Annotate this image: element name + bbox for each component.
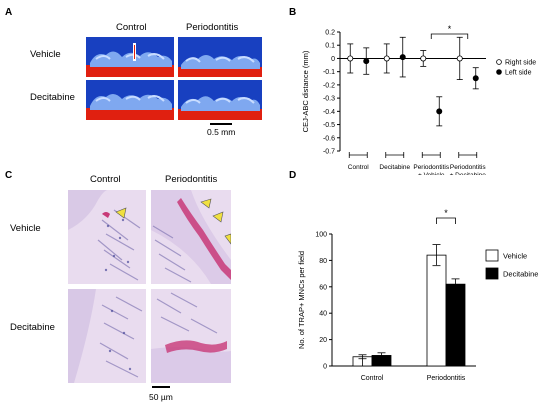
chart-d-y-tick-label: 0	[323, 364, 327, 371]
chart-b-y-tick-label: 0.1	[325, 43, 335, 50]
chart-d-legend-swatch	[485, 267, 499, 280]
panel-a-row-label-decitabine: Decitabine	[30, 92, 75, 103]
panel-c-scale-bar	[152, 386, 170, 388]
chart-d-legend-label: Decitabine	[503, 270, 538, 279]
chart-d-bar	[445, 283, 466, 367]
chart-b-point	[420, 55, 427, 62]
chart-b-y-tick-label: -0.5	[323, 122, 335, 129]
ct-image-control-vehicle	[86, 37, 174, 77]
chart-b-y-tick-label: 0.2	[325, 30, 335, 37]
panel-c-scale-label: 50 µm	[149, 392, 173, 402]
chart-b-significance-bracket	[430, 33, 469, 39]
chart-b-y-tick-label: -0.6	[323, 135, 335, 142]
chart-b-point	[472, 75, 479, 82]
panel-a-letter: A	[5, 7, 13, 18]
histology-control-vehicle	[68, 190, 146, 284]
chart-b-point	[456, 55, 463, 62]
chart-d-y-tick-label: 100	[315, 232, 327, 239]
panel-a-col-label-control: Control	[116, 22, 147, 33]
panel-a-scale-bar	[210, 123, 232, 125]
chart-b-y-tick-label: -0.7	[323, 149, 335, 156]
panel-c-row-label-decitabine: Decitabine	[10, 322, 55, 333]
chart-d-legend-label: Vehicle	[503, 252, 527, 261]
panel-c-row-label-vehicle: Vehicle	[10, 223, 41, 234]
chart-b-y-label: CEJ-ABC distance (mm)	[301, 50, 310, 132]
chart-b-y-tick-label: -0.3	[323, 96, 335, 103]
chart-d-y-tick-label: 60	[319, 284, 327, 291]
chart-b-legend-marker	[496, 59, 502, 65]
panel-c-col-label-control: Control	[90, 174, 121, 185]
chart-d-legend-swatch	[485, 249, 499, 262]
chart-d-category-label: Control	[361, 375, 384, 380]
chart-d-y-tick-label: 80	[319, 258, 327, 265]
ct-image-periodontitis-vehicle	[178, 37, 262, 77]
chart-d-significance-mark: *	[444, 208, 448, 218]
chart-b-category-label: Decitabine	[379, 164, 410, 171]
panel-c-col-label-periodontitis: Periodontitis	[165, 174, 218, 185]
chart-d-bar	[371, 355, 392, 367]
chart-b-legend-label: Left side	[505, 70, 532, 77]
panel-a-col-label-periodontitis: Periodontitis	[186, 22, 239, 33]
chart-b-point	[347, 55, 354, 62]
chart-b-point	[363, 58, 370, 65]
panel-c-letter: C	[5, 170, 13, 181]
chart-b-y-tick-label: -0.4	[323, 109, 335, 116]
chart-b-category-label: Periodontitis+ Decitabine	[450, 164, 487, 175]
ct-image-periodontitis-decitabine	[178, 80, 262, 120]
chart-b-category-label: Periodontitis+ Vehicle	[413, 164, 450, 175]
chart-b: 0.2 0.1 0 -0.1 -0.2 -0.3 -0.4 -0.5 -0.6 -0.7 CEJ-A…	[301, 24, 536, 175]
histology-control-decitabine	[68, 289, 146, 383]
chart-b-point	[436, 108, 443, 115]
chart-d-category-label: Periodontitis	[427, 375, 466, 380]
chart-b-category-label: Control	[348, 164, 370, 171]
chart-b-point	[399, 54, 406, 61]
chart-d-significance-bracket	[436, 217, 456, 224]
chart-d: 0 20 40 60 80 100 No. of TRAP+ MNCs per field C…	[297, 208, 538, 380]
chart-d-y-tick-label: 20	[319, 337, 327, 344]
chart-b-y-tick-label: -0.1	[323, 69, 335, 76]
chart-b-significance-mark: *	[448, 24, 452, 34]
chart-b-y-tick-label: 0	[331, 56, 335, 63]
histology-periodontitis-vehicle	[151, 190, 231, 284]
chart-b-legend-label: Right side	[505, 60, 536, 67]
ct-image-control-decitabine	[86, 80, 174, 120]
histology-periodontitis-decitabine	[151, 289, 231, 383]
panel-a-scale-label: 0.5 mm	[207, 127, 236, 137]
panel-d-letter: D	[289, 170, 297, 181]
chart-d-y-tick-label: 40	[319, 311, 327, 318]
chart-b-y-tick-label: -0.2	[323, 82, 335, 89]
panel-b-letter: B	[289, 7, 297, 18]
chart-d-y-label: No. of TRAP+ MNCs per field	[297, 251, 306, 349]
panel-a-row-label-vehicle: Vehicle	[30, 49, 61, 60]
chart-d-bar	[426, 254, 447, 367]
chart-b-legend-marker	[496, 69, 502, 75]
chart-b-point	[383, 55, 390, 62]
